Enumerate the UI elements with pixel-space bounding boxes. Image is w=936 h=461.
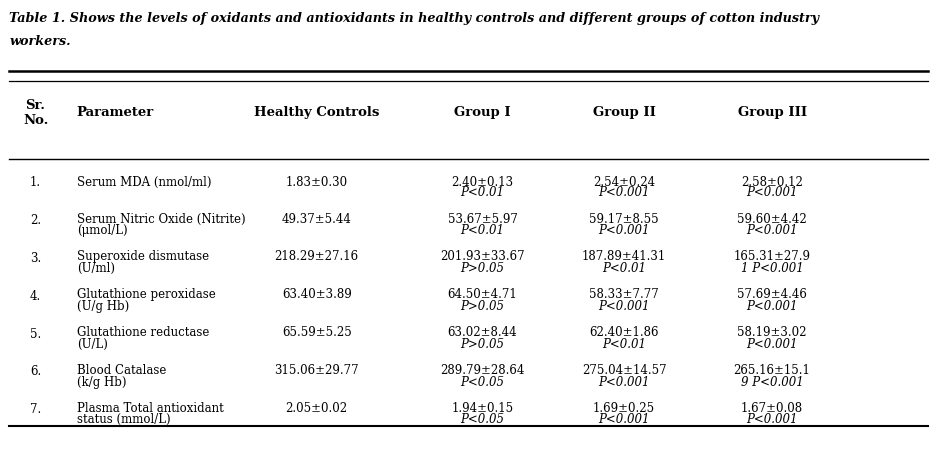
Text: P<0.001: P<0.001	[598, 300, 649, 313]
Text: 59.60±4.42: 59.60±4.42	[737, 213, 806, 225]
Text: Glutathione reductase: Glutathione reductase	[77, 326, 209, 339]
Text: Blood Catalase: Blood Catalase	[77, 364, 166, 377]
Text: (U/L): (U/L)	[77, 338, 108, 351]
Text: P<0.05: P<0.05	[461, 376, 504, 389]
Text: Group I: Group I	[454, 106, 510, 119]
Text: P<0.001: P<0.001	[746, 414, 797, 426]
Text: 57.69±4.46: 57.69±4.46	[737, 288, 806, 301]
Text: P<0.001: P<0.001	[598, 376, 649, 389]
Text: 2.54±0.24: 2.54±0.24	[592, 177, 654, 189]
Text: Plasma Total antioxidant: Plasma Total antioxidant	[77, 402, 224, 414]
Text: Serum MDA (nmol/ml): Serum MDA (nmol/ml)	[77, 177, 212, 189]
Text: 187.89±41.31: 187.89±41.31	[581, 250, 665, 263]
Text: P>0.05: P>0.05	[461, 338, 504, 351]
Text: 7.: 7.	[30, 403, 41, 416]
Text: 6.: 6.	[30, 366, 41, 378]
Text: (U/ml): (U/ml)	[77, 262, 115, 275]
Text: 289.79±28.64: 289.79±28.64	[440, 364, 524, 377]
Text: 65.59±5.25: 65.59±5.25	[282, 326, 351, 339]
Text: 2.05±0.02: 2.05±0.02	[285, 402, 347, 414]
Text: Sr.
No.: Sr. No.	[22, 99, 49, 127]
Text: P<0.001: P<0.001	[746, 338, 797, 351]
Text: P<0.01: P<0.01	[461, 187, 504, 200]
Text: Glutathione peroxidase: Glutathione peroxidase	[77, 288, 215, 301]
Text: 63.02±8.44: 63.02±8.44	[447, 326, 517, 339]
Text: workers.: workers.	[9, 35, 71, 47]
Text: 1.94±0.15: 1.94±0.15	[451, 402, 513, 414]
Text: P<0.01: P<0.01	[602, 262, 645, 275]
Text: P<0.001: P<0.001	[746, 225, 797, 237]
Text: 1.69±0.25: 1.69±0.25	[592, 402, 654, 414]
Text: 63.40±3.89: 63.40±3.89	[282, 288, 351, 301]
Text: 59.17±8.55: 59.17±8.55	[589, 213, 658, 225]
Text: status (mmol/L): status (mmol/L)	[77, 414, 170, 426]
Text: 49.37±5.44: 49.37±5.44	[282, 213, 351, 225]
Text: 315.06±29.77: 315.06±29.77	[274, 364, 358, 377]
Text: 265.16±15.1: 265.16±15.1	[733, 364, 810, 377]
Text: 64.50±4.71: 64.50±4.71	[447, 288, 517, 301]
Text: 1 P<0.001: 1 P<0.001	[740, 262, 802, 275]
Text: Serum Nitric Oxide (Nitrite): Serum Nitric Oxide (Nitrite)	[77, 213, 245, 225]
Text: P<0.001: P<0.001	[746, 187, 797, 200]
Text: 201.93±33.67: 201.93±33.67	[440, 250, 524, 263]
Text: 218.29±27.16: 218.29±27.16	[274, 250, 358, 263]
Text: Healthy Controls: Healthy Controls	[254, 106, 379, 119]
Text: P<0.01: P<0.01	[461, 225, 504, 237]
Text: 2.: 2.	[30, 214, 41, 227]
Text: P<0.001: P<0.001	[746, 300, 797, 313]
Text: P<0.05: P<0.05	[461, 414, 504, 426]
Text: Parameter: Parameter	[77, 106, 154, 119]
Text: (k/g Hb): (k/g Hb)	[77, 376, 126, 389]
Text: Table 1. Shows the levels of oxidants and antioxidants in healthy controls and d: Table 1. Shows the levels of oxidants an…	[9, 12, 818, 24]
Text: 5.: 5.	[30, 328, 41, 341]
Text: Superoxide dismutase: Superoxide dismutase	[77, 250, 209, 263]
Text: 1.: 1.	[30, 177, 41, 189]
Text: P<0.001: P<0.001	[598, 225, 649, 237]
Text: (μmol/L): (μmol/L)	[77, 225, 127, 237]
Text: 58.19±3.02: 58.19±3.02	[737, 326, 806, 339]
Text: P<0.001: P<0.001	[598, 187, 649, 200]
Text: 275.04±14.57: 275.04±14.57	[581, 364, 665, 377]
Text: 4.: 4.	[30, 290, 41, 303]
Text: Group III: Group III	[737, 106, 806, 119]
Text: P>0.05: P>0.05	[461, 300, 504, 313]
Text: 58.33±7.77: 58.33±7.77	[589, 288, 658, 301]
Text: Group II: Group II	[592, 106, 655, 119]
Text: 1.67±0.08: 1.67±0.08	[740, 402, 802, 414]
Text: 2.40±0.13: 2.40±0.13	[451, 177, 513, 189]
Text: 53.67±5.97: 53.67±5.97	[447, 213, 517, 225]
Text: (U/g Hb): (U/g Hb)	[77, 300, 129, 313]
Text: 165.31±27.9: 165.31±27.9	[733, 250, 810, 263]
Text: 9 P<0.001: 9 P<0.001	[740, 376, 802, 389]
Text: 3.: 3.	[30, 252, 41, 265]
Text: P<0.01: P<0.01	[602, 338, 645, 351]
Text: 62.40±1.86: 62.40±1.86	[589, 326, 658, 339]
Text: P>0.05: P>0.05	[461, 262, 504, 275]
Text: 1.83±0.30: 1.83±0.30	[285, 177, 347, 189]
Text: 2.58±0.12: 2.58±0.12	[740, 177, 802, 189]
Text: P<0.001: P<0.001	[598, 414, 649, 426]
